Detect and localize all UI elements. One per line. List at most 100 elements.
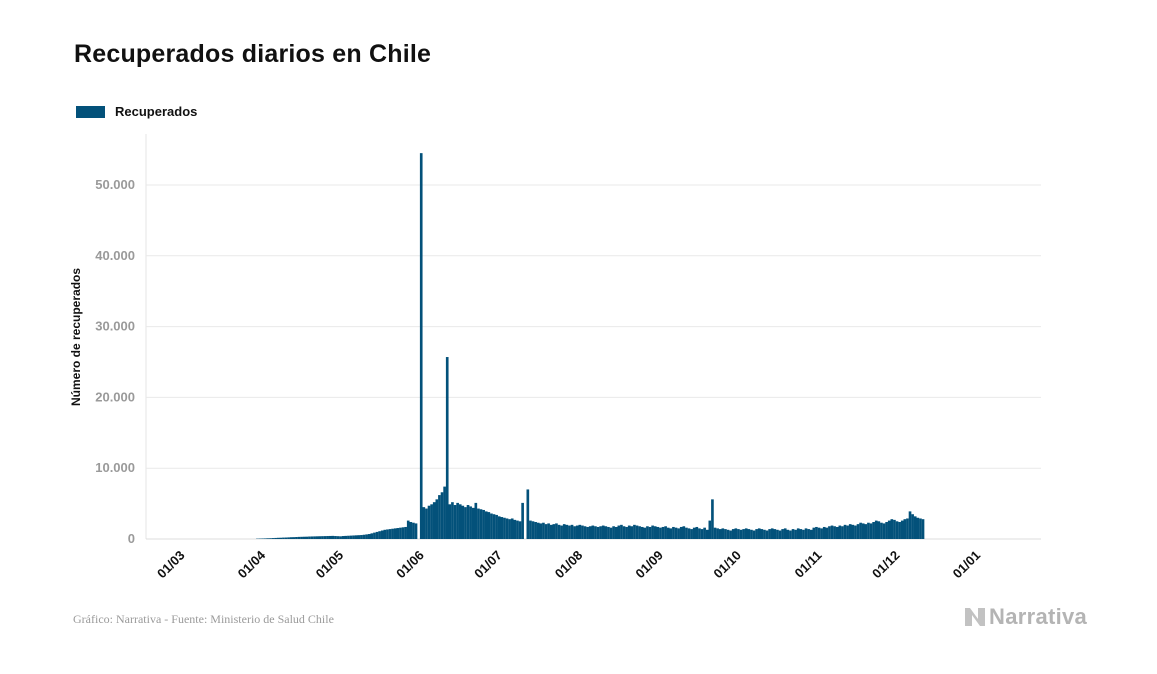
bar xyxy=(399,527,402,539)
bar xyxy=(266,538,270,539)
bar xyxy=(464,507,467,539)
x-tick-label: 01/04 xyxy=(235,547,269,581)
bar xyxy=(456,502,459,539)
bar xyxy=(287,537,290,539)
bar xyxy=(284,537,288,539)
bar xyxy=(599,526,602,539)
legend-label: Recuperados xyxy=(115,104,198,119)
bar xyxy=(666,527,670,539)
bar xyxy=(760,529,764,539)
bar xyxy=(375,531,379,539)
bar xyxy=(916,517,920,539)
bar xyxy=(690,529,693,539)
bar xyxy=(549,524,553,539)
bar xyxy=(895,521,899,539)
bar xyxy=(313,536,316,539)
y-tick-label: 50.000 xyxy=(95,177,135,192)
bar xyxy=(755,529,758,539)
bar xyxy=(360,535,363,539)
bar xyxy=(432,502,436,539)
bar xyxy=(630,526,634,539)
bar xyxy=(682,526,686,539)
bar xyxy=(721,528,725,539)
bar xyxy=(430,504,433,539)
bar xyxy=(846,525,849,539)
bar xyxy=(310,536,314,539)
bar xyxy=(737,529,740,539)
bar xyxy=(752,530,756,539)
bar xyxy=(742,529,745,539)
bar xyxy=(716,528,719,539)
bar xyxy=(685,527,688,539)
bar xyxy=(872,522,875,539)
bar xyxy=(568,525,571,539)
bar xyxy=(596,526,600,539)
x-tick-label: 01/01 xyxy=(950,548,984,582)
bar xyxy=(765,530,769,539)
bar xyxy=(594,526,597,539)
bar xyxy=(552,524,556,539)
bar xyxy=(841,526,844,539)
bar xyxy=(638,526,641,539)
bar xyxy=(679,526,683,539)
bar xyxy=(279,537,283,539)
bar xyxy=(705,529,709,539)
bar xyxy=(341,536,345,539)
bar xyxy=(830,525,834,539)
bar xyxy=(378,531,381,539)
bar xyxy=(347,535,350,539)
bar xyxy=(339,536,342,539)
bar xyxy=(843,524,847,539)
bar xyxy=(900,520,904,539)
bar xyxy=(487,512,491,539)
bar xyxy=(835,526,839,539)
bar xyxy=(651,525,654,539)
bar xyxy=(640,526,644,539)
bar xyxy=(544,524,548,539)
bar xyxy=(516,520,519,539)
bar xyxy=(750,529,753,539)
bar xyxy=(448,504,452,539)
bar xyxy=(263,538,267,539)
bar xyxy=(669,528,673,539)
bar xyxy=(414,523,418,539)
bar xyxy=(529,520,532,539)
bar xyxy=(510,518,514,539)
bar xyxy=(409,522,413,539)
bar xyxy=(274,537,277,539)
legend-swatch xyxy=(76,105,105,118)
bar xyxy=(695,526,699,539)
bar xyxy=(620,524,623,539)
bar xyxy=(305,536,309,539)
bar xyxy=(643,527,647,539)
y-tick-label: 20.000 xyxy=(95,389,135,404)
bar xyxy=(404,526,407,539)
bar xyxy=(807,529,810,539)
narrativa-logo-icon xyxy=(965,608,985,626)
bar xyxy=(328,535,332,539)
bar xyxy=(438,495,441,539)
bar xyxy=(794,529,797,539)
bar xyxy=(461,505,465,539)
bar xyxy=(708,520,712,539)
bar xyxy=(887,520,891,539)
bar xyxy=(354,535,358,539)
bar xyxy=(292,537,296,539)
bar xyxy=(757,528,761,539)
bar xyxy=(726,529,730,539)
bar xyxy=(326,536,329,539)
bar xyxy=(776,529,779,539)
bar xyxy=(323,536,327,539)
bar xyxy=(477,508,480,539)
brand-name: Narrativa xyxy=(989,604,1088,629)
bar xyxy=(799,529,803,539)
bar xyxy=(318,536,322,539)
bar xyxy=(906,518,909,539)
bar xyxy=(848,524,852,539)
bar xyxy=(505,518,509,539)
brand-logo: Narrativa xyxy=(964,604,1087,630)
bar xyxy=(812,527,816,539)
bar xyxy=(828,526,831,539)
bar xyxy=(367,534,371,539)
bar xyxy=(903,519,907,539)
